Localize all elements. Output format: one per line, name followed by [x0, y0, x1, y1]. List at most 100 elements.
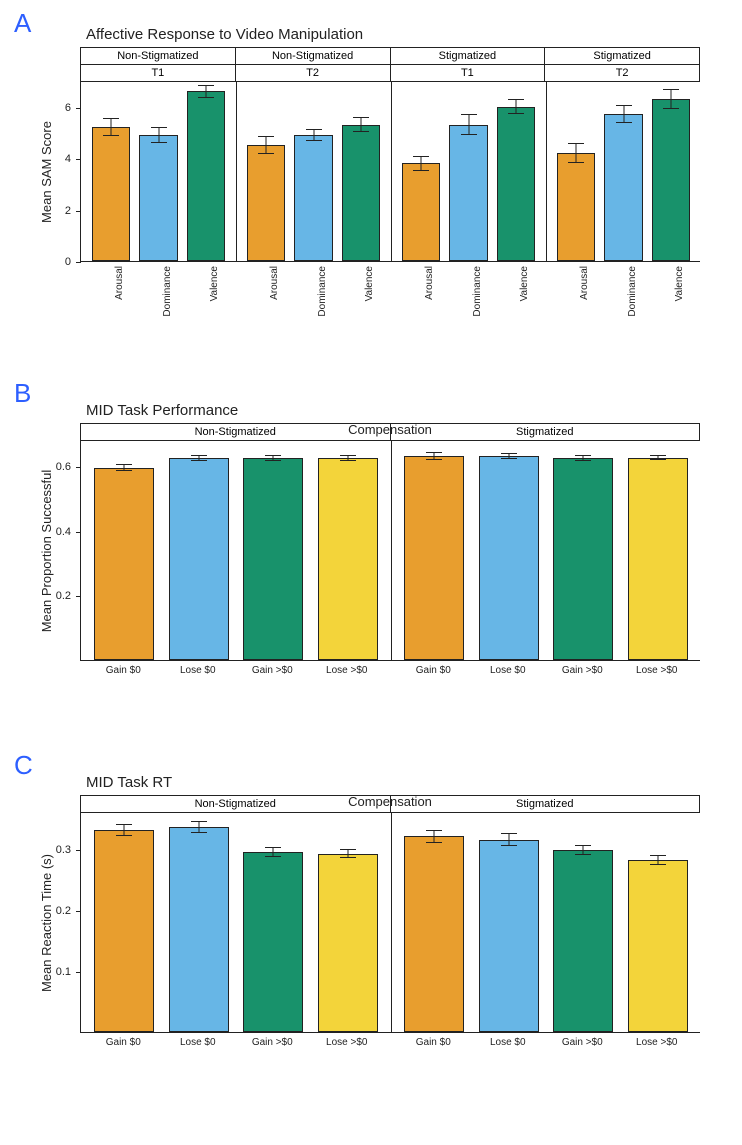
error-bar — [501, 453, 517, 459]
error-bar — [461, 114, 477, 135]
x-axis-label: Compensation — [80, 794, 700, 809]
facet-header-row: T1T2T1T2 — [80, 65, 700, 82]
bar-wrap — [472, 456, 547, 660]
bar — [553, 458, 613, 660]
error-bar — [353, 117, 369, 132]
error-bar — [191, 821, 207, 833]
bar-wrap — [242, 145, 290, 261]
y-tick-label: 0.3 — [56, 844, 71, 856]
error-bar — [616, 105, 632, 123]
bar-wrap — [236, 852, 311, 1032]
bar — [449, 125, 487, 261]
bar — [404, 836, 464, 1032]
chart-A: Affective Response to Video Manipulation… — [80, 26, 700, 332]
facet — [81, 82, 236, 261]
panel-label-C: C — [14, 750, 33, 781]
x-tick-label: Lose >$0 — [326, 1037, 367, 1048]
bar — [169, 458, 229, 660]
facet — [546, 82, 701, 261]
facet-header-cell: Stigmatized — [545, 48, 699, 64]
error-bar — [575, 845, 591, 855]
x-tick-label: Lose >$0 — [326, 665, 367, 676]
bar — [404, 456, 464, 660]
facet-header-cell: Non-Stigmatized — [81, 48, 236, 64]
y-axis-label: Mean Reaction Time (s) — [39, 854, 54, 992]
y-axis-label: Mean Proportion Successful — [39, 470, 54, 633]
bar — [604, 114, 642, 261]
bar-wrap — [87, 127, 135, 261]
facet-header-cell: T2 — [236, 65, 391, 81]
bar — [342, 125, 380, 261]
error-bar — [265, 847, 281, 857]
x-tick-label: Lose >$0 — [636, 1037, 677, 1048]
x-tick-label: Gain >$0 — [562, 665, 603, 676]
x-tick-label: Dominance — [317, 266, 328, 317]
panel-label-A: A — [14, 8, 31, 39]
y-axis: 0246 — [73, 82, 81, 261]
panel-label-B: B — [14, 378, 31, 409]
facet-header-row: Non-StigmatizedNon-StigmatizedStigmatize… — [80, 47, 700, 65]
chart-title: Affective Response to Video Manipulation — [86, 26, 700, 43]
bar — [169, 827, 229, 1032]
chart-B: MID Task PerformanceNon-StigmatizedStigm… — [80, 402, 700, 711]
bar-wrap — [135, 135, 183, 261]
x-tick-label: Arousal — [269, 266, 280, 300]
figure: A Affective Response to Video Manipulati… — [0, 0, 742, 1145]
x-tick-label: Lose $0 — [490, 665, 526, 676]
facet — [391, 813, 701, 1032]
bar — [479, 456, 539, 660]
error-bar — [650, 455, 666, 460]
y-tick-label: 0.2 — [56, 590, 71, 602]
x-tick-label: Valence — [209, 266, 220, 301]
bar-wrap — [236, 458, 311, 660]
y-axis: 0.20.40.6 — [73, 441, 81, 660]
bar-wrap — [290, 135, 338, 261]
bar — [94, 830, 154, 1032]
facet — [391, 82, 546, 261]
facet-header-cell: T1 — [391, 65, 546, 81]
facet-header-cell: T2 — [545, 65, 699, 81]
error-bar — [575, 455, 591, 461]
facet-header-cell: Stigmatized — [391, 48, 546, 64]
x-tick-label: Dominance — [627, 266, 638, 317]
bar-wrap — [600, 114, 648, 261]
facet — [81, 813, 391, 1032]
bar-wrap — [647, 99, 695, 261]
y-axis-label: Mean SAM Score — [39, 121, 54, 223]
bar-wrap — [162, 827, 237, 1032]
error-bar — [116, 464, 132, 470]
x-axis: Gain $0Lose $0Gain >$0Lose >$0Gain $0Los… — [80, 661, 700, 681]
error-bar — [191, 455, 207, 461]
x-axis: Gain $0Lose $0Gain >$0Lose >$0Gain $0Los… — [80, 1033, 700, 1053]
x-tick-label: Gain $0 — [106, 665, 141, 676]
x-tick-label: Gain >$0 — [252, 1037, 293, 1048]
error-bar — [501, 833, 517, 845]
bar-wrap — [311, 854, 386, 1032]
x-tick-label: Lose $0 — [180, 665, 216, 676]
x-tick-label: Gain >$0 — [252, 665, 293, 676]
error-bar — [650, 855, 666, 865]
y-tick-label: 0 — [65, 256, 71, 268]
bar — [628, 458, 688, 660]
bar-wrap — [162, 458, 237, 660]
x-axis-label: Compensation — [80, 422, 700, 437]
bar-wrap — [397, 163, 445, 261]
bar — [628, 860, 688, 1032]
y-tick-label: 0.4 — [56, 526, 71, 538]
x-tick-label: Arousal — [114, 266, 125, 300]
x-tick-label: Gain $0 — [416, 1037, 451, 1048]
facet — [81, 441, 391, 660]
bar — [92, 127, 130, 261]
bar — [557, 153, 595, 261]
x-tick-label: Dominance — [472, 266, 483, 317]
x-tick-label: Arousal — [424, 266, 435, 300]
error-bar — [306, 129, 322, 142]
bar — [553, 850, 613, 1032]
bar — [94, 468, 154, 661]
y-tick-label: 0.2 — [56, 905, 71, 917]
x-tick-label: Dominance — [162, 266, 173, 317]
bar — [243, 852, 303, 1032]
bar-wrap — [472, 840, 547, 1033]
x-tick-label: Lose $0 — [490, 1037, 526, 1048]
bar-wrap — [552, 153, 600, 261]
